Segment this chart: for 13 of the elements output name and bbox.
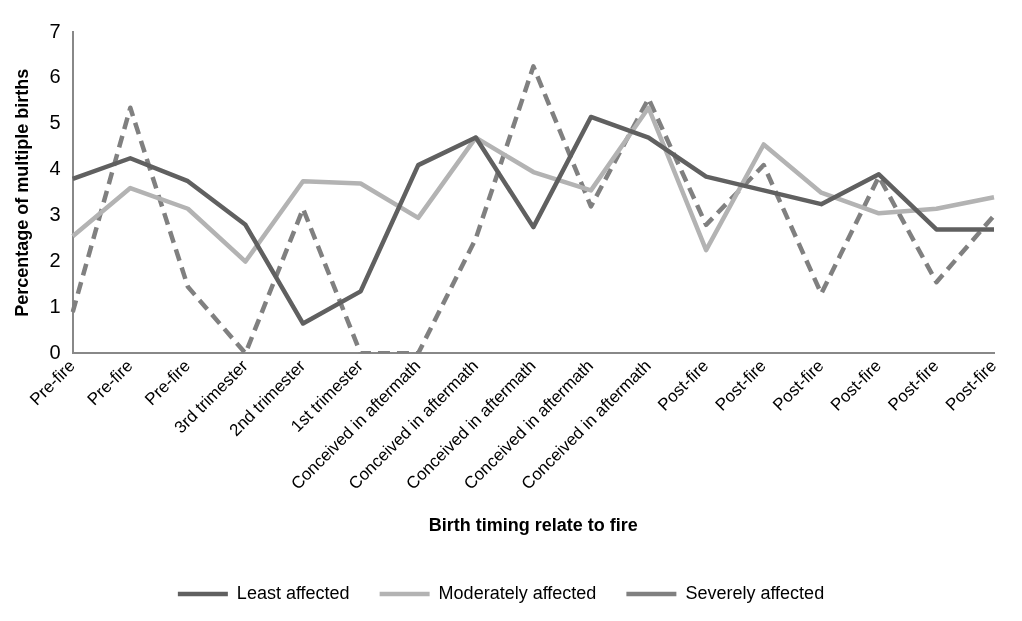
y-tick-label: 5 — [49, 111, 61, 134]
y-tick-label: 1 — [49, 294, 61, 317]
y-tick-label: 2 — [49, 249, 61, 272]
legend-label: Least affected — [236, 582, 350, 603]
y-tick-label: 6 — [49, 65, 61, 88]
y-tick-label: 7 — [49, 19, 61, 42]
y-tick-label: 0 — [49, 340, 61, 363]
y-tick-label: 3 — [49, 203, 61, 226]
legend-label: Moderately affected — [438, 582, 597, 603]
y-axis-title: Percentage of multiple births — [11, 68, 32, 317]
x-axis-title: Birth timing relate to fire — [428, 515, 638, 536]
y-tick-label: 4 — [49, 157, 61, 180]
legend-label: Severely affected — [685, 582, 825, 603]
